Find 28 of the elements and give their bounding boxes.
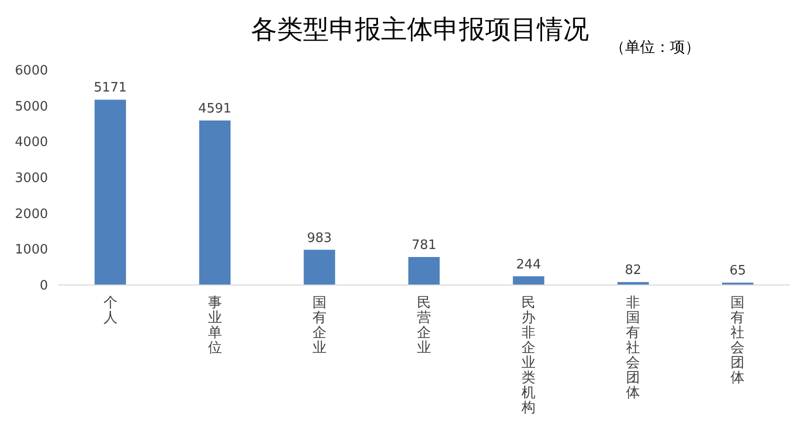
y-tick-label: 5000 xyxy=(14,99,48,114)
bar xyxy=(199,120,231,285)
y-tick-label: 3000 xyxy=(14,171,48,186)
bar xyxy=(304,250,336,285)
x-tick-label: 个人 xyxy=(103,295,118,326)
data-label: 65 xyxy=(729,264,746,279)
x-tick-label: 国有企业 xyxy=(312,295,326,356)
chart-subtitle: （单位：项） xyxy=(610,38,700,56)
y-tick-label: 2000 xyxy=(14,206,48,222)
data-label: 781 xyxy=(412,238,436,254)
data-label: 983 xyxy=(307,230,332,246)
data-label: 82 xyxy=(624,263,642,278)
x-tick-label: 事业单位 xyxy=(208,295,222,356)
y-tick-label: 1000 xyxy=(14,242,48,258)
bar xyxy=(512,276,544,285)
data-label: 5171 xyxy=(94,80,127,96)
y-tick-label: 0 xyxy=(40,278,48,294)
chart-title: 各类型申报主体申报项目情况 xyxy=(251,15,589,45)
data-label: 4591 xyxy=(198,101,232,116)
bar xyxy=(408,257,440,285)
x-tick-label: 民办非企业类机构 xyxy=(520,295,536,416)
y-tick-label: 4000 xyxy=(14,135,48,150)
x-tick-label: 非国有社会团体 xyxy=(626,295,640,401)
y-tick-label: 6000 xyxy=(14,64,48,79)
bar xyxy=(94,100,126,285)
data-label: 244 xyxy=(516,257,541,272)
x-tick-label: 民营企业 xyxy=(417,295,431,356)
x-tick-label: 国有社会团体 xyxy=(730,295,745,386)
